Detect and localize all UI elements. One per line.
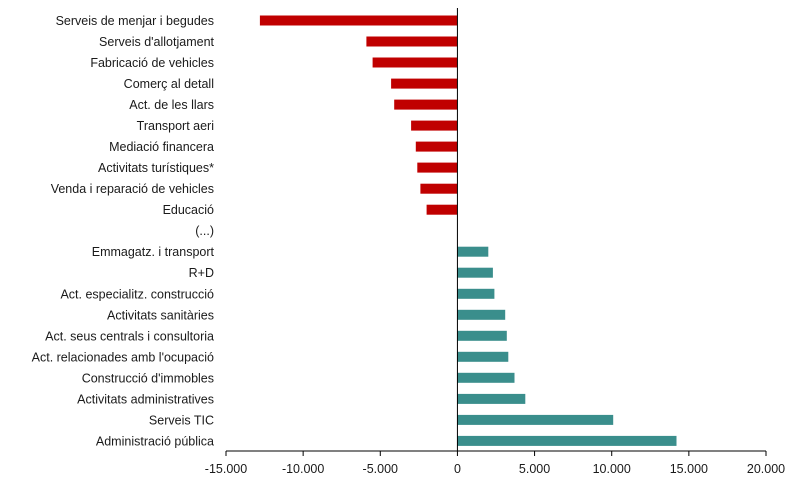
bar-activitats-turistiques <box>417 162 458 173</box>
category-label-transport-aeri: Transport aeri <box>137 119 214 133</box>
category-label-act-de-les-llars: Act. de les llars <box>129 98 214 112</box>
bar-administracio-publica <box>457 435 677 446</box>
bar-venda-i-reparacio-de-vehicles <box>420 183 458 194</box>
category-label-administracio-publica: Administració pública <box>96 434 214 448</box>
bar-fabricacio-de-vehicles <box>372 57 458 68</box>
category-label-fabricacio-de-vehicles: Fabricació de vehicles <box>90 56 214 70</box>
bar-construccio-d-immobles <box>457 372 515 383</box>
x-tick-label: -10.000 <box>282 462 324 476</box>
bar-act-relacionades-amb-l-ocupacio <box>457 351 509 362</box>
category-label-r-d: R+D <box>189 266 214 280</box>
category-label-comerc-al-detall: Comerç al detall <box>124 77 214 91</box>
bar-act-especialitz-construccio <box>457 288 495 299</box>
bar-activitats-sanitaries <box>457 309 506 320</box>
bar-transport-aeri <box>411 120 458 131</box>
bar-educacio <box>426 204 458 215</box>
bar-serveis-tic <box>457 414 614 425</box>
category-label-serveis-de-menjar-i-begudes: Serveis de menjar i begudes <box>56 14 214 28</box>
bar-mediacio-financera <box>415 141 458 152</box>
bars-group <box>259 15 677 446</box>
bar-act-de-les-llars <box>394 99 458 110</box>
category-label-row-10: (...) <box>195 224 214 238</box>
bar-comerc-al-detall <box>391 78 458 89</box>
category-label-serveis-tic: Serveis TIC <box>149 413 214 427</box>
x-tick-label: -5.000 <box>363 462 398 476</box>
category-label-educacio: Educació <box>163 203 214 217</box>
x-tick-label: 10.000 <box>593 462 631 476</box>
category-label-mediacio-financera: Mediació financera <box>109 140 214 154</box>
category-label-activitats-administratives: Activitats administratives <box>77 392 214 406</box>
x-tick-label: 20.000 <box>747 462 785 476</box>
x-tick-label: 15.000 <box>670 462 708 476</box>
bar-act-seus-centrals-i-consultoria <box>457 330 507 341</box>
category-label-construccio-d-immobles: Construcció d'immobles <box>82 371 214 385</box>
category-label-activitats-turistiques: Activitats turístiques* <box>98 161 214 175</box>
x-tick-label: 0 <box>454 462 461 476</box>
bar-activitats-administratives <box>457 393 526 404</box>
category-label-activitats-sanitaries: Activitats sanitàries <box>107 308 214 322</box>
x-tick-label: -15.000 <box>205 462 247 476</box>
x-axis-ticks: -15.000 -10.000 -5.000 0 5.000 10.000 15.000 20… <box>205 451 785 476</box>
category-labels: Serveis de menjar i begudes Serveis d'all… <box>32 14 215 448</box>
bar-serveis-de-menjar-i-begudes <box>259 15 458 26</box>
category-label-emmagatz-i-transport: Emmagatz. i transport <box>92 245 215 259</box>
category-label-act-relacionades-amb-l-ocupacio: Act. relacionades amb l'ocupació <box>32 350 214 364</box>
category-label-serveis-d-allotjament: Serveis d'allotjament <box>99 35 214 49</box>
category-label-act-especialitz-construccio: Act. especialitz. construcció <box>60 287 214 301</box>
category-label-act-seus-centrals-i-consultoria: Act. seus centrals i consultoria <box>45 329 214 343</box>
x-tick-label: 5.000 <box>519 462 550 476</box>
category-label-venda-i-reparacio-de-vehicles: Venda i reparació de vehicles <box>51 182 214 196</box>
bar-r-d <box>457 267 493 278</box>
bar-serveis-d-allotjament <box>366 36 458 47</box>
bar-emmagatz-i-transport <box>457 246 489 257</box>
